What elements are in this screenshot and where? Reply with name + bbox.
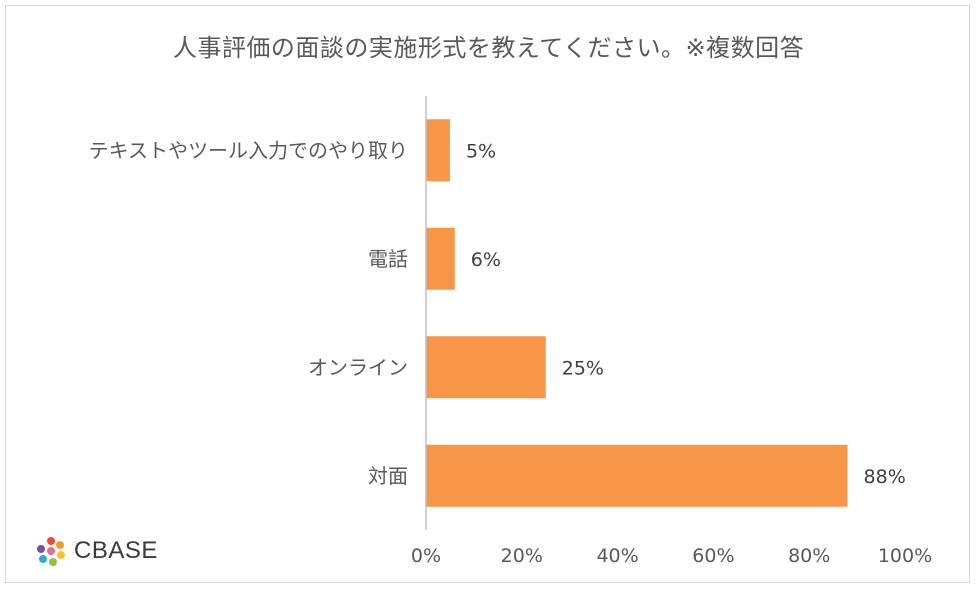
cbase-logo-text: CBASE	[74, 537, 158, 564]
data-label-3: 88%	[864, 466, 906, 488]
data-label-0: 5%	[466, 140, 496, 162]
bar-2	[426, 336, 546, 399]
chart-title: 人事評価の面談の実施形式を教えてください。※複数回答	[172, 34, 805, 62]
bar-1	[426, 227, 455, 290]
data-label-2: 25%	[562, 357, 604, 379]
bars-layer	[426, 119, 848, 507]
x-tick-label-1: 20%	[501, 545, 543, 567]
bar-3	[426, 444, 848, 507]
x-tick-label-0: 0%	[411, 545, 441, 567]
bar-0	[426, 119, 450, 182]
category-label-0: テキストやツール入力でのやり取り	[89, 138, 408, 162]
x-tick-label-4: 80%	[788, 545, 830, 567]
category-label-1: 電話	[368, 247, 408, 271]
x-tick-label-2: 40%	[596, 545, 638, 567]
cbase-logo: CBASE	[36, 536, 158, 566]
cbase-logo-icon	[37, 537, 65, 566]
x-tick-label-3: 60%	[692, 545, 734, 567]
category-label-2: オンライン	[308, 355, 408, 379]
data-labels: 5% 6% 25% 88%	[466, 140, 906, 488]
x-tick-labels: 0% 20% 40% 60% 80% 100%	[411, 545, 932, 567]
x-tick-label-5: 100%	[878, 545, 932, 567]
category-label-3: 対面	[368, 464, 408, 488]
data-label-1: 6%	[471, 249, 501, 271]
